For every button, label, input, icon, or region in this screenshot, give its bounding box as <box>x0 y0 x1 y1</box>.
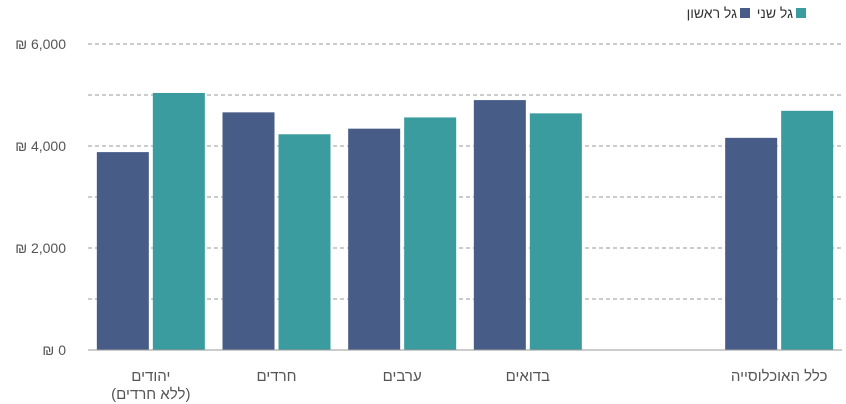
bar-wave1-5 <box>725 137 778 350</box>
y-tick-label: ₪ 0 <box>42 342 66 358</box>
bar-wave2-1 <box>278 134 331 350</box>
bar-wave1-1 <box>222 112 275 350</box>
bar-wave2-3 <box>529 113 582 350</box>
bar-wave2-5 <box>781 110 834 350</box>
bar-wave2-2 <box>404 117 457 350</box>
legend-swatch <box>740 8 750 18</box>
y-tick-label: ₪ 2,000 <box>15 240 66 256</box>
legend-label: גל ראשון <box>687 5 738 21</box>
y-axis: ₪ 0 ₪ 2,000 ₪ 4,000 ₪ 6,000 <box>15 36 66 358</box>
y-tick-label: ₪ 4,000 <box>15 138 66 154</box>
x-tick-label: חרדים <box>257 368 297 385</box>
legend: גל שני גל ראשון <box>687 5 806 21</box>
bar-wave1-2 <box>348 128 401 350</box>
x-tick-label: כלל האוכלוסייה <box>731 368 828 385</box>
x-tick-label: (ללא חרדים) <box>111 386 190 403</box>
x-tick-label: יהודים <box>131 368 170 385</box>
x-tick-label: בדואים <box>506 368 550 385</box>
legend-swatch <box>796 8 806 18</box>
bar-wave1-3 <box>473 100 526 350</box>
y-tick-label: ₪ 6,000 <box>15 36 66 52</box>
bars <box>96 92 834 351</box>
bar-wave2-0 <box>152 92 205 351</box>
x-axis: יהודים(ללא חרדים) חרדים ערבים בדואים כלל האו… <box>111 368 827 403</box>
legend-label: גל שני <box>757 5 793 21</box>
x-tick-label: ערבים <box>383 368 422 385</box>
bar-wave1-0 <box>96 152 149 350</box>
